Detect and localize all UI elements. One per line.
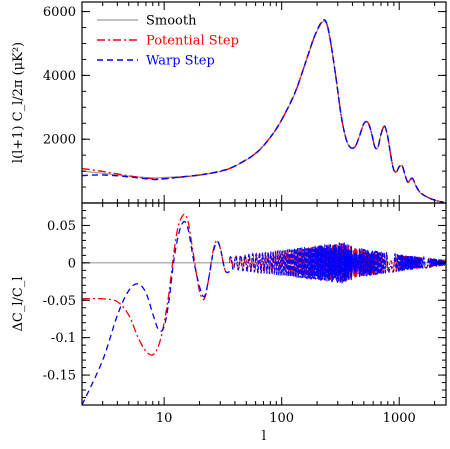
y-tick-label: 6000 [43,5,76,20]
series-line-potential-step [82,213,230,356]
legend-label: Smooth [146,14,197,29]
legend-label: Potential Step [146,34,239,49]
x-tick-label: 1000 [383,411,416,426]
bottom-panel: 10 100 1000 0.05 0 -0.05 -0.1 -0.15 [43,202,447,426]
axis-labels: l(l+1) C_l/2π (μK²) ΔC_l/C_ll [11,42,266,444]
y-tick-label: -0.15 [43,369,76,384]
x-axis-label: l [262,429,266,444]
y-tick-label: -0.1 [51,331,76,346]
x-tick-label: 100 [269,411,294,426]
top-panel: 2000 4000 6000 [43,1,447,204]
series-line-smooth [82,20,445,203]
y-tick-label: 2000 [43,133,76,148]
legend-label: Warp Step [146,54,215,69]
legend: Smooth Potential Step Warp Step [97,14,239,69]
x-tick-label: 10 [156,411,173,426]
bottom-plot-frame [81,202,447,406]
series-line-warp-step [82,19,445,203]
series-oscillation-warp-step [229,242,446,284]
y-tick-label: 4000 [43,69,76,84]
y-tick-label: 0.05 [47,219,76,234]
top-series-group [82,19,445,203]
y-tick-label: 0 [68,256,76,271]
series-line-warp-step [82,220,230,405]
bottom-y-axis-label: ΔC_l/C_l [11,277,26,332]
top-plot-frame [81,1,447,204]
y-tick-label: -0.05 [43,294,76,309]
top-y-axis-label: l(l+1) C_l/2π (μK²) [11,42,26,163]
series-line-potential-step [82,19,445,203]
bottom-series-group [82,213,446,405]
